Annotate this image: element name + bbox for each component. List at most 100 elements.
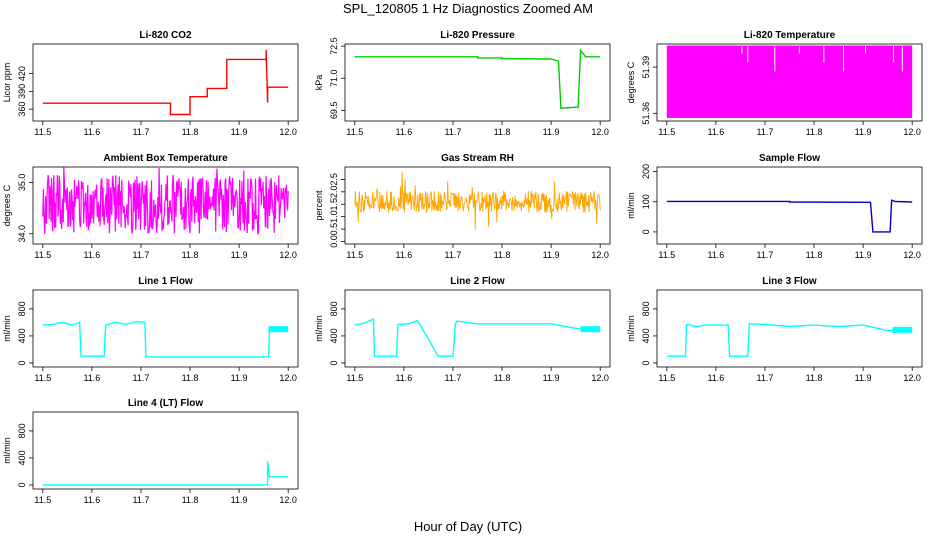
y-tick-label: 2.0 bbox=[329, 186, 339, 199]
panel-8: Line 2 Flow ml/min 11.5 11.6 11.7 11.8 11.9 12.… bbox=[314, 276, 611, 383]
x-tick-label: 12.0 bbox=[591, 250, 609, 260]
x-tick-label: 11.7 bbox=[133, 495, 150, 505]
x-tick-label: 11.5 bbox=[346, 373, 363, 383]
y-tick-label: 800 bbox=[329, 301, 339, 316]
y-tick-label: 400 bbox=[329, 328, 339, 343]
panel-title: Li-820 Temperature bbox=[744, 30, 836, 41]
x-tick-label: 11.5 bbox=[34, 127, 51, 137]
y-tick-label: 1.0 bbox=[329, 210, 339, 223]
series-line bbox=[42, 461, 289, 486]
figure-title: SPL_120805 1 Hz Diagnostics Zoomed AM bbox=[343, 1, 593, 16]
panel-6: Sample Flow ml/min 11.5 11.6 11.7 11.8 11.9 12.… bbox=[626, 153, 923, 260]
panel-frame bbox=[32, 166, 299, 245]
x-tick-label: 11.9 bbox=[231, 250, 248, 260]
panel-frame bbox=[656, 166, 923, 245]
series-line bbox=[354, 171, 601, 230]
series-line bbox=[42, 320, 289, 358]
panel-data bbox=[666, 323, 913, 357]
series-line bbox=[42, 49, 289, 116]
y-tick-label: 400 bbox=[17, 328, 27, 343]
panel-y-axis-label: percent bbox=[314, 190, 324, 221]
x-tick-label: 11.7 bbox=[757, 250, 774, 260]
x-tick-label: 11.9 bbox=[543, 373, 560, 383]
y-tick-label: 0.0 bbox=[329, 235, 339, 248]
panel-data bbox=[42, 461, 289, 486]
panel-y-axis-label: degrees C bbox=[626, 61, 636, 103]
x-tick-label: 11.8 bbox=[806, 250, 823, 260]
panel-frame bbox=[344, 166, 611, 245]
panel-frame bbox=[32, 289, 299, 368]
x-tick-label: 11.5 bbox=[658, 250, 675, 260]
x-tick-label: 11.8 bbox=[182, 127, 199, 137]
x-tick-label: 11.5 bbox=[34, 495, 51, 505]
panel-title: Sample Flow bbox=[759, 153, 820, 164]
x-tick-label: 11.9 bbox=[231, 373, 248, 383]
panel-y-axis-label: Licor ppm bbox=[2, 63, 12, 103]
panel-data bbox=[354, 317, 601, 357]
x-tick-label: 11.7 bbox=[133, 373, 150, 383]
figure-x-axis-label: Hour of Day (UTC) bbox=[414, 519, 522, 534]
x-tick-label: 11.9 bbox=[855, 250, 872, 260]
panel-y-axis-label: ml/min bbox=[2, 437, 12, 464]
y-tick-label: 71.0 bbox=[329, 69, 339, 87]
series-line bbox=[354, 317, 601, 357]
panel-3: Li-820 Temperature degrees C 11.5 11.6 11.7 1… bbox=[626, 30, 923, 137]
y-tick-label: 2.5 bbox=[329, 173, 339, 186]
panel-1: Li-820 CO2 Licor ppm 11.5 11.6 11.7 11.8 11.9 1… bbox=[2, 30, 299, 137]
panel-title: Li-820 CO2 bbox=[139, 30, 192, 41]
panel-2: Li-820 Pressure kPa 11.5 11.6 11.7 11.8 11.9 12… bbox=[314, 30, 611, 137]
x-tick-label: 11.7 bbox=[445, 127, 462, 137]
y-tick-label: 200 bbox=[641, 164, 651, 179]
panel-y-axis-label: ml/min bbox=[2, 315, 12, 342]
panel-title: Line 1 Flow bbox=[138, 276, 193, 287]
y-tick-label: 400 bbox=[17, 450, 27, 465]
panels-grid: Li-820 CO2 Licor ppm 11.5 11.6 11.7 11.8 11.9 1… bbox=[2, 30, 923, 505]
panel-data bbox=[42, 167, 289, 236]
x-tick-label: 12.0 bbox=[279, 250, 297, 260]
panel-title: Line 4 (LT) Flow bbox=[128, 398, 204, 409]
panel-title: Ambient Box Temperature bbox=[103, 153, 228, 164]
series-oscillation bbox=[580, 326, 601, 333]
x-tick-label: 11.8 bbox=[182, 495, 199, 505]
x-tick-label: 11.9 bbox=[855, 373, 872, 383]
series-line bbox=[666, 323, 913, 357]
x-tick-label: 11.5 bbox=[658, 127, 675, 137]
panel-y-axis-label: ml/min bbox=[626, 192, 636, 219]
x-tick-label: 11.6 bbox=[395, 127, 412, 137]
x-tick-label: 11.7 bbox=[757, 373, 774, 383]
x-tick-label: 11.9 bbox=[855, 127, 872, 137]
y-tick-label: 100 bbox=[641, 194, 651, 209]
y-tick-label: 0 bbox=[17, 482, 27, 487]
y-tick-label: 420 bbox=[17, 66, 27, 81]
x-tick-label: 11.6 bbox=[395, 250, 412, 260]
x-tick-label: 12.0 bbox=[279, 127, 297, 137]
x-tick-label: 11.8 bbox=[806, 127, 823, 137]
series-line bbox=[666, 199, 913, 233]
x-tick-label: 11.8 bbox=[494, 127, 511, 137]
series-line bbox=[354, 48, 601, 109]
x-tick-label: 11.6 bbox=[395, 373, 412, 383]
x-tick-label: 12.0 bbox=[903, 250, 921, 260]
x-tick-label: 11.8 bbox=[494, 250, 511, 260]
panel-5: Gas Stream RH percent 11.5 11.6 11.7 11.8 11.9… bbox=[314, 153, 611, 260]
x-tick-label: 12.0 bbox=[279, 373, 297, 383]
y-tick-label: 400 bbox=[641, 328, 651, 343]
y-tick-label: 800 bbox=[17, 301, 27, 316]
panel-title: Gas Stream RH bbox=[441, 153, 514, 164]
x-tick-label: 11.6 bbox=[707, 127, 724, 137]
series-oscillation bbox=[268, 326, 289, 333]
x-tick-label: 11.7 bbox=[445, 373, 462, 383]
y-tick-label: 800 bbox=[641, 301, 651, 316]
x-tick-label: 11.9 bbox=[231, 495, 248, 505]
x-tick-label: 11.8 bbox=[182, 373, 199, 383]
panel-y-axis-label: degrees C bbox=[2, 184, 12, 226]
y-tick-label: 0 bbox=[329, 360, 339, 365]
panel-data bbox=[42, 320, 289, 358]
x-tick-label: 11.7 bbox=[133, 127, 150, 137]
x-tick-label: 11.9 bbox=[543, 127, 560, 137]
x-tick-label: 11.7 bbox=[445, 250, 462, 260]
x-tick-label: 11.7 bbox=[757, 127, 774, 137]
y-tick-label: 0 bbox=[641, 360, 651, 365]
x-tick-label: 11.8 bbox=[182, 250, 199, 260]
panel-frame bbox=[32, 411, 299, 490]
